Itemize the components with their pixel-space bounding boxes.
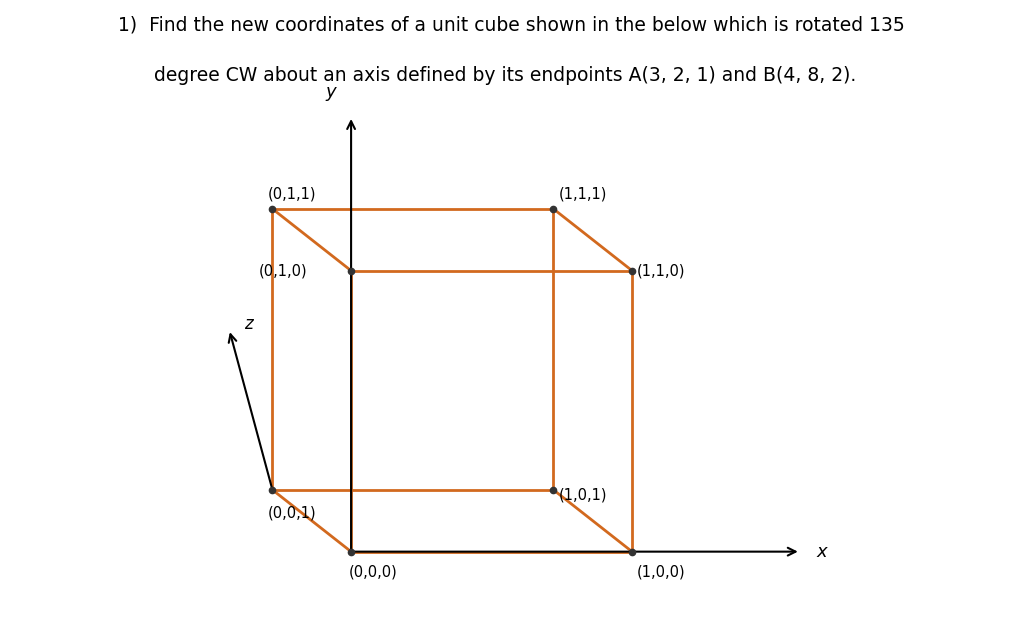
Text: degree CW about an axis defined by its endpoints A(3, 2, 1) and B(4, 8, 2).: degree CW about an axis defined by its e… — [118, 66, 856, 84]
Text: (1,1,0): (1,1,0) — [637, 263, 686, 278]
Text: (0,1,1): (0,1,1) — [267, 186, 315, 201]
Text: z: z — [245, 315, 253, 333]
Text: (0,1,0): (0,1,0) — [259, 263, 308, 278]
Text: x: x — [816, 542, 826, 561]
Text: y: y — [326, 82, 336, 101]
Text: (1,0,1): (1,0,1) — [558, 488, 607, 502]
Text: (1,0,0): (1,0,0) — [637, 564, 686, 579]
Text: (0,0,0): (0,0,0) — [348, 564, 397, 579]
Text: (0,0,1): (0,0,1) — [267, 506, 316, 521]
Text: 1)  Find the new coordinates of a unit cube shown in the below which is rotated : 1) Find the new coordinates of a unit cu… — [118, 16, 904, 34]
Text: (1,1,1): (1,1,1) — [558, 186, 607, 201]
